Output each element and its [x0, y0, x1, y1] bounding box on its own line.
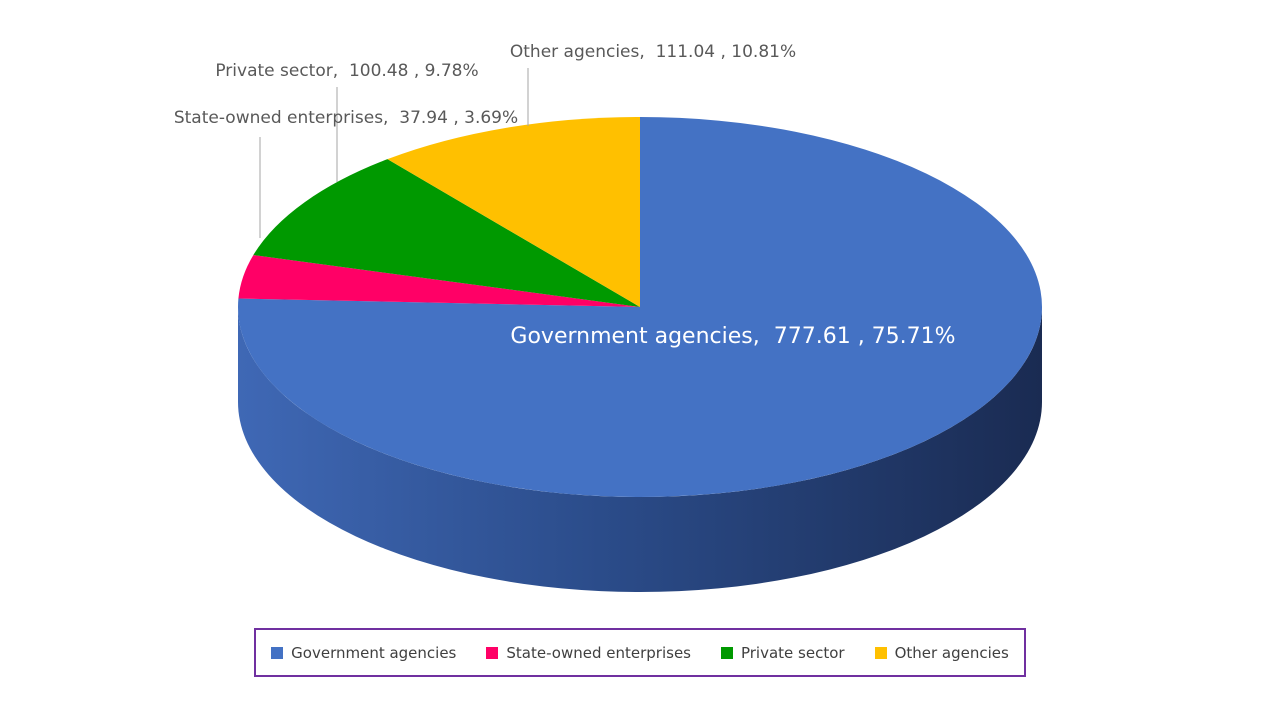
legend-label-government: Government agencies	[291, 643, 457, 662]
legend-item-state-owned: State-owned enterprises	[486, 644, 691, 662]
slice-other	[387, 117, 640, 307]
slice-state-owned	[238, 255, 641, 307]
legend-swatch-state-owned	[486, 646, 499, 659]
legend: Government agencies State-owned enterpri…	[254, 628, 1026, 677]
slice-private	[253, 159, 640, 307]
legend-swatch-private	[720, 646, 733, 659]
label-private: Private sector, 100.48 , 9.78%	[215, 61, 478, 81]
legend-item-private: Private sector	[720, 643, 845, 662]
label-state-owned: State-owned enterprises, 37.94 , 3.69%	[174, 108, 518, 128]
legend-label-state-owned: State-owned enterprises	[506, 643, 691, 662]
legend-swatch-government	[271, 646, 284, 659]
legend-swatch-other	[874, 646, 887, 659]
label-other: Other agencies, 111.04 , 10.81%	[510, 42, 796, 62]
legend-item-other: Other agencies	[874, 643, 1009, 662]
legend-item-government: Government agencies	[271, 644, 456, 662]
legend-label-other: Other agencies	[894, 643, 1009, 662]
pie-side-wall	[238, 307, 1042, 592]
label-government: Government agencies, 777.61 , 75.71%	[510, 324, 955, 349]
legend-label-private: Private sector	[740, 643, 845, 662]
